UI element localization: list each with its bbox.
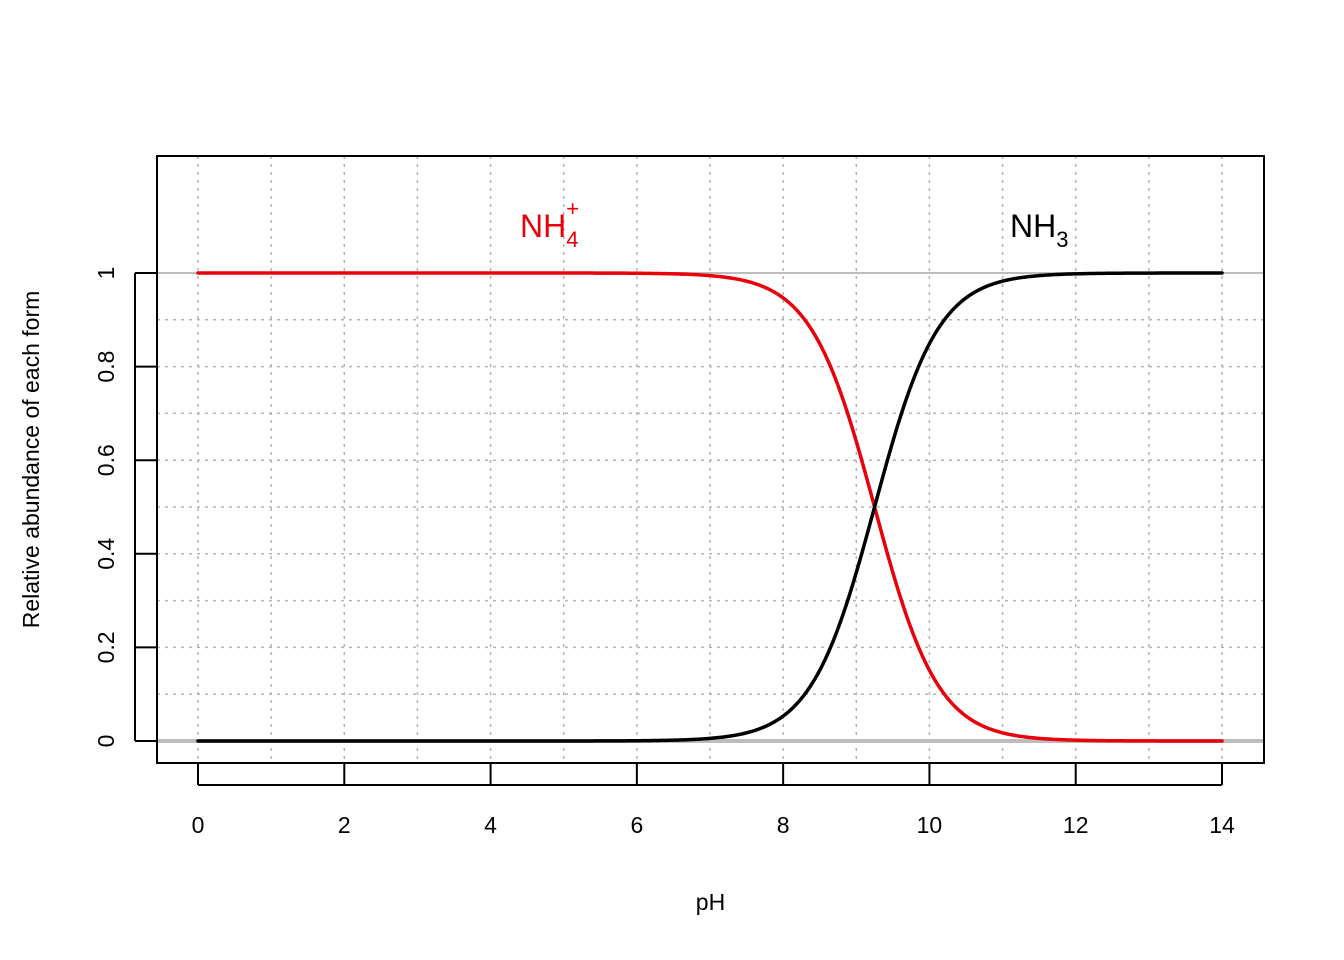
series-label-text: NH xyxy=(520,208,566,244)
series-labels: NH 4+ NH 3 xyxy=(520,196,1069,252)
y-tick-label: 0.8 xyxy=(93,351,119,383)
series-label-superscript: + xyxy=(566,196,579,221)
series-label: NH 3 xyxy=(1010,208,1068,252)
series-label-subscript: 4 xyxy=(566,227,578,252)
x-tick-label: 2 xyxy=(338,812,351,838)
x-axis-title: pH xyxy=(696,889,725,915)
y-axis: 0 0.2 0.4 0.6 0.8 1 xyxy=(93,267,157,748)
x-axis: 0 2 4 6 8 10 12 14 xyxy=(192,763,1235,838)
series-line-nh3 xyxy=(196,271,1224,743)
x-tick-label: 10 xyxy=(917,812,943,838)
series-line-nh4 xyxy=(196,271,1224,743)
series-label: NH 4 + xyxy=(520,196,579,252)
y-tick-label: 0 xyxy=(93,735,119,748)
y-axis-title: Relative abundance of each form xyxy=(18,291,44,629)
x-tick-label: 0 xyxy=(192,812,205,838)
x-tick-label: 6 xyxy=(630,812,643,838)
x-tick-label: 4 xyxy=(484,812,497,838)
x-tick-label: 14 xyxy=(1209,812,1235,838)
y-tick-label: 0.2 xyxy=(93,631,119,663)
y-tick-label: 0.4 xyxy=(93,538,119,570)
grid-lines xyxy=(157,156,1264,763)
y-tick-label: 0.6 xyxy=(93,444,119,476)
series-label-text: NH xyxy=(1010,208,1056,244)
series-lines xyxy=(196,271,1224,743)
x-tick-label: 8 xyxy=(777,812,790,838)
y-tick-label: 1 xyxy=(93,267,119,280)
x-tick-label: 12 xyxy=(1063,812,1089,838)
series-label-subscript: 3 xyxy=(1056,227,1068,252)
